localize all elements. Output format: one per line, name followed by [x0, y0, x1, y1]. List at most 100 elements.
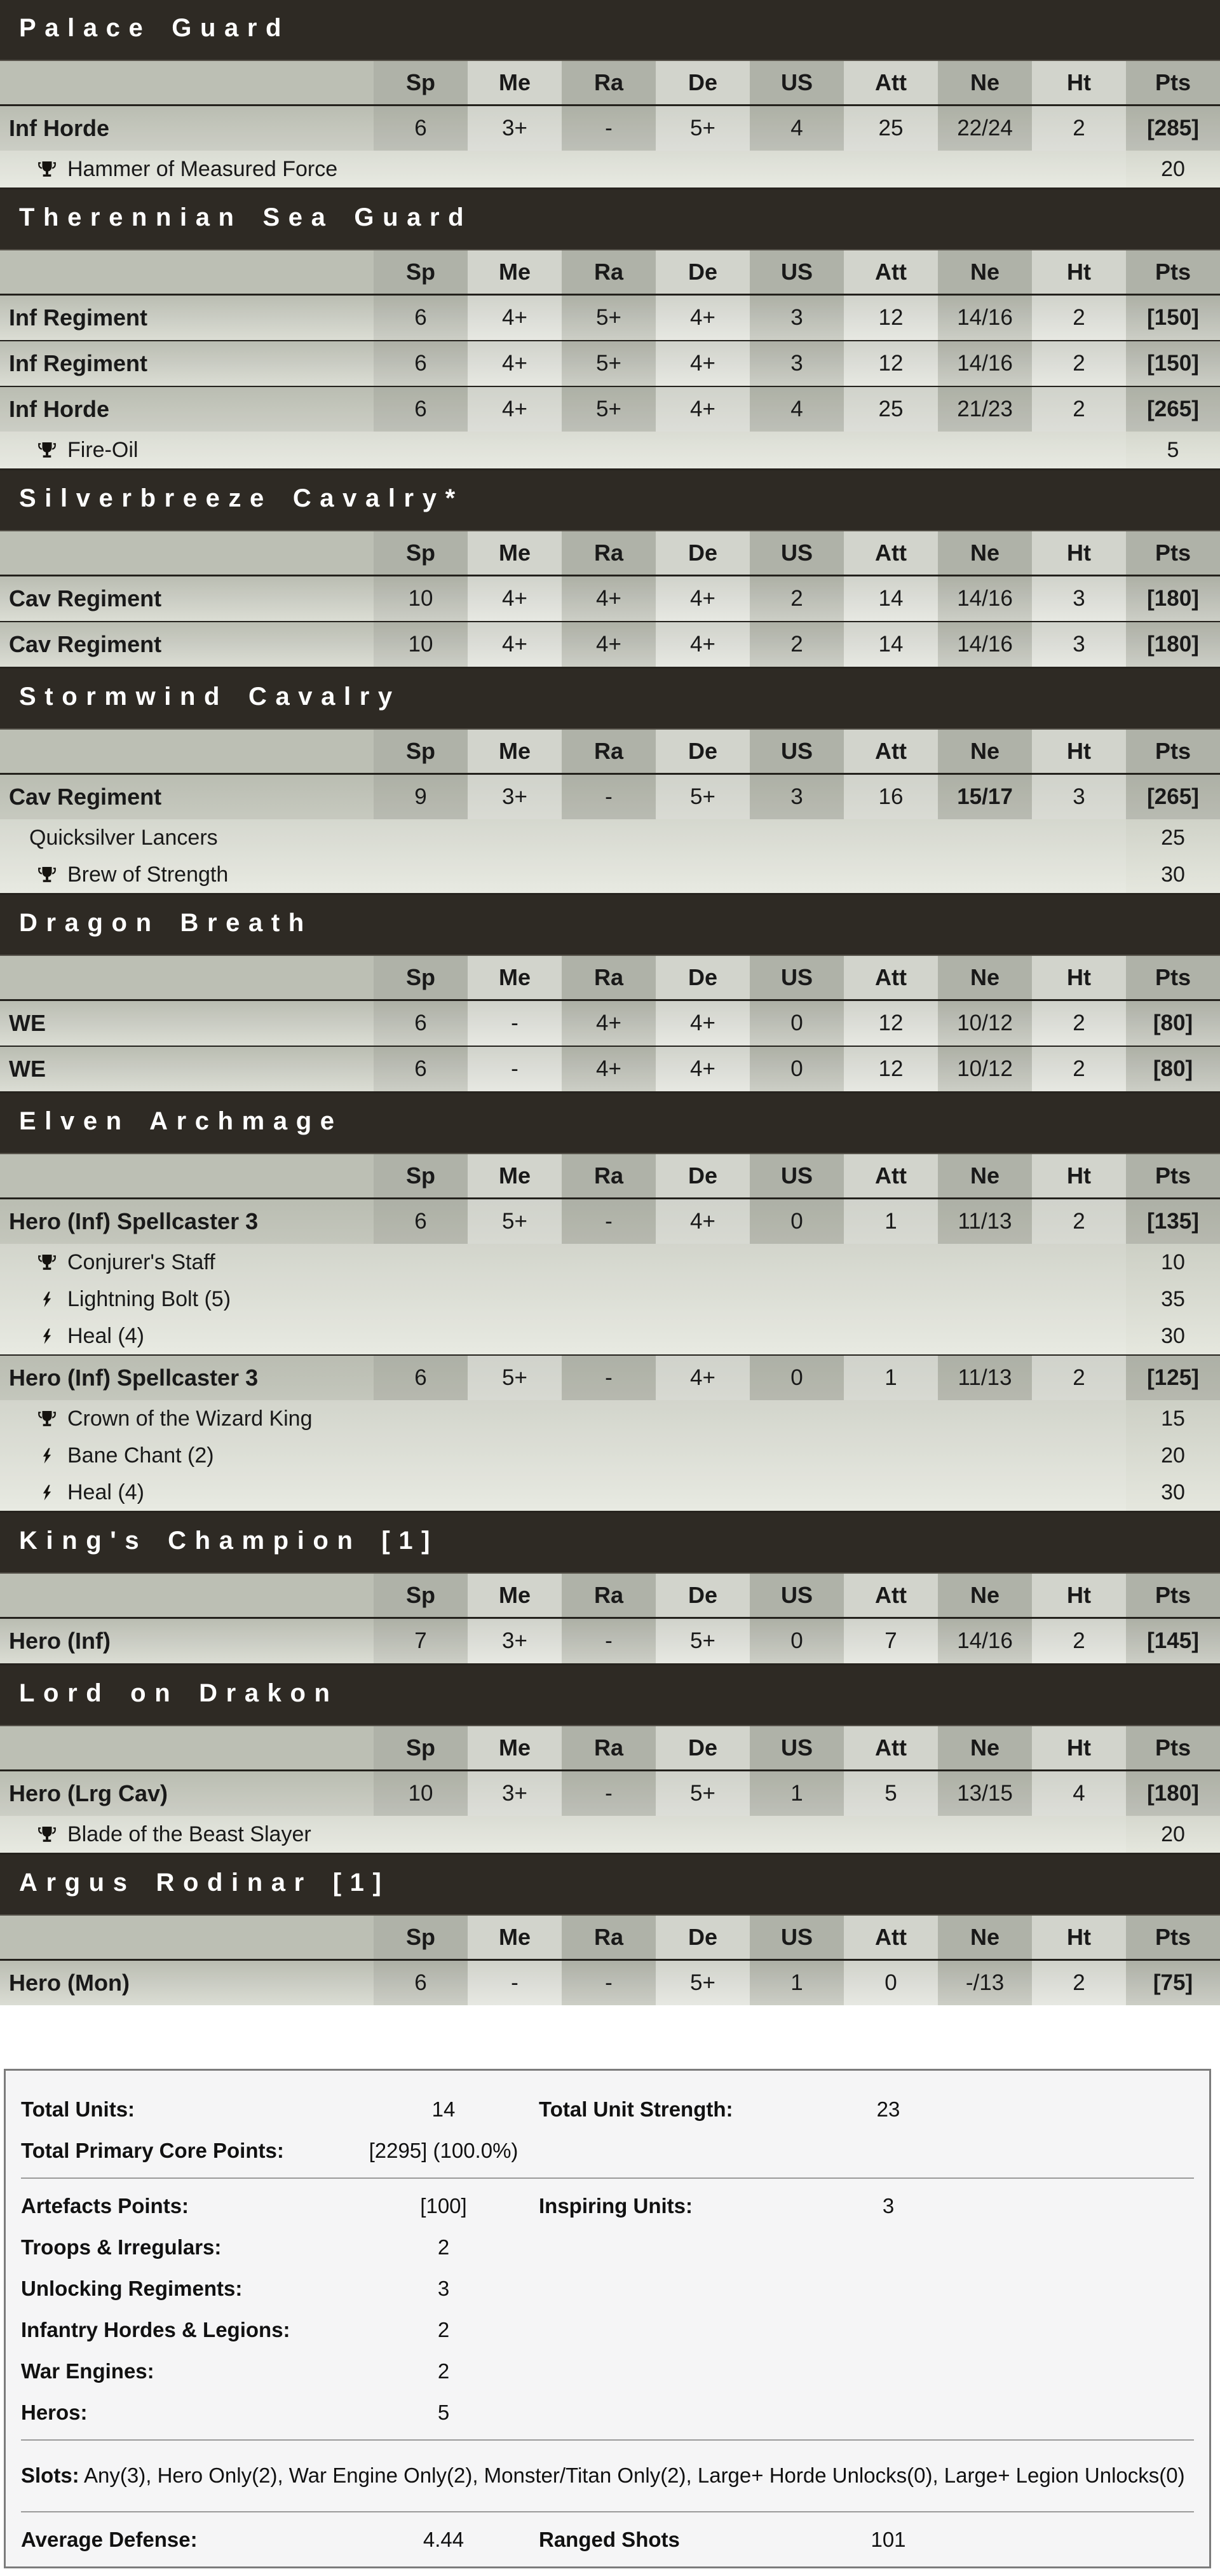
- stat-me: 4+: [468, 576, 562, 621]
- stat-me: 3+: [468, 775, 562, 819]
- column-header-me: Me: [468, 1916, 562, 1959]
- stat-sp: 6: [374, 106, 468, 151]
- unit-block: Inf Horde 6 4+ 5+ 4+ 4 25 21/23 2 [265] Fire-Oil 5: [0, 386, 1220, 468]
- unit-name: Cav Regiment: [9, 631, 162, 657]
- column-header-us: US: [750, 730, 844, 773]
- unit-row: Cav Regiment 10 4+ 4+ 4+ 2 14 14/16 3 [180]: [0, 622, 1220, 667]
- unit-block: Hero (Lrg Cav) 10 3+ -5+ 1 5 13/15 4 [180] Blade …: [0, 1771, 1220, 1853]
- column-header-att: Att: [844, 250, 938, 294]
- unit-block: Cav Regiment 10 4+ 4+ 4+ 2 14 14/16 3 [180]: [0, 621, 1220, 667]
- stat-att: 1: [844, 1356, 938, 1400]
- artefact-row: Hammer of Measured Force 20: [0, 151, 1220, 187]
- column-header-pts: Pts: [1126, 61, 1220, 104]
- unit-name: Cav Regiment: [9, 585, 162, 611]
- stat-header-row: Sp Me Ra De US Att Ne Ht Pts: [0, 956, 1220, 1001]
- unit-name: Cav Regiment: [9, 784, 162, 810]
- unit-name: WE: [9, 1056, 46, 1082]
- summary-row: Total Primary Core Points: [2295] (100.0%…: [21, 2130, 1194, 2171]
- stat-ht: 2: [1032, 387, 1126, 432]
- artefact-row: Brew of Strength 30: [0, 856, 1220, 893]
- summary-row: Heros: 5: [21, 2392, 1194, 2433]
- stat-de: 4+: [656, 622, 750, 667]
- column-header-ne: Ne: [938, 1726, 1032, 1769]
- stat-ra: 5+: [562, 296, 656, 340]
- column-header-me: Me: [468, 250, 562, 294]
- section-title: Silverbreeze Cavalry*: [0, 470, 1220, 531]
- column-header-ht: Ht: [1032, 730, 1126, 773]
- stat-ra: 4+: [562, 622, 656, 667]
- stat-de: 5+: [656, 106, 750, 151]
- upgrade-left: Blade of the Beast Slayer: [0, 1816, 1126, 1853]
- stat-de: 4+: [656, 576, 750, 621]
- column-header-sp: Sp: [374, 61, 468, 104]
- stat-att: 12: [844, 296, 938, 340]
- stat-sp: 6: [374, 1356, 468, 1400]
- stat-ne: 13/15: [938, 1771, 1032, 1816]
- column-header-ne: Ne: [938, 956, 1032, 999]
- unit-row: Cav Regiment 10 4+ 4+ 4+ 2 14 14/16 3 [180]: [0, 576, 1220, 621]
- stat-att: 5: [844, 1771, 938, 1816]
- stat-header-spacer: [0, 730, 374, 773]
- unit-name: Hero (Mon): [9, 1970, 130, 1996]
- stat-header-row: Sp Me Ra De US Att Ne Ht Pts: [0, 1154, 1220, 1199]
- artefact-row: Blade of the Beast Slayer 20: [0, 1816, 1220, 1853]
- section-title: Stormwind Cavalry: [0, 669, 1220, 730]
- stat-us: 0: [750, 1356, 844, 1400]
- column-header-pts: Pts: [1126, 956, 1220, 999]
- unit-name: Hero (Inf): [9, 1628, 111, 1654]
- stat-us: 2: [750, 576, 844, 621]
- stat-ra: 4+: [562, 1047, 656, 1091]
- upgrade-left: Quicksilver Lancers: [0, 819, 1126, 856]
- column-header-pts: Pts: [1126, 1726, 1220, 1769]
- spell-row: Heal (4) 30: [0, 1318, 1220, 1354]
- lightning-bolt-icon: [37, 1291, 57, 1308]
- column-header-pts: Pts: [1126, 1916, 1220, 1959]
- stat-de: 4+: [656, 296, 750, 340]
- stat-pts: [80]: [1126, 1001, 1220, 1046]
- unit-row: Inf Regiment 6 4+ 5+ 4+ 3 12 14/16 2 [150]: [0, 296, 1220, 340]
- stat-us: 0: [750, 1047, 844, 1091]
- column-header-ht: Ht: [1032, 956, 1126, 999]
- stat-pts: [150]: [1126, 296, 1220, 340]
- stat-me: 5+: [468, 1356, 562, 1400]
- unit-row: Inf Horde 6 4+ 5+ 4+ 4 25 21/23 2 [265]: [0, 387, 1220, 432]
- unit-block: Inf Horde 6 3+ -5+ 4 25 22/24 2 [285] Hammer of M…: [0, 106, 1220, 187]
- stat-header-spacer: [0, 1916, 374, 1959]
- column-header-att: Att: [844, 1574, 938, 1617]
- summary-label: Artefacts Points:: [21, 2193, 189, 2218]
- unit-row: Hero (Mon) 6- -5+ 1 0 -/13 2 [75]: [0, 1961, 1220, 2005]
- column-header-me: Me: [468, 1574, 562, 1617]
- stat-ht: 3: [1032, 576, 1126, 621]
- stat-me: -: [468, 1047, 562, 1091]
- stat-de: 4+: [656, 1047, 750, 1091]
- stat-ra: -: [562, 775, 656, 819]
- stat-ne: 15/17: [938, 775, 1032, 819]
- summary-label-2: Ranged Shots: [539, 2527, 680, 2551]
- stat-sp: 6: [374, 1199, 468, 1244]
- stat-att: 12: [844, 1047, 938, 1091]
- stat-sp: 10: [374, 622, 468, 667]
- stat-att: 14: [844, 576, 938, 621]
- column-header-us: US: [750, 1154, 844, 1197]
- unit-name: Hero (Inf) Spellcaster 3: [9, 1208, 259, 1234]
- column-header-att: Att: [844, 1154, 938, 1197]
- unit-row: WE 6-4+ 4+ 0 12 10/12 2 [80]: [0, 1047, 1220, 1091]
- column-header-att: Att: [844, 531, 938, 575]
- column-header-de: De: [656, 1154, 750, 1197]
- summary-row: Troops & Irregulars: 2: [21, 2226, 1194, 2268]
- summary-value: 3: [437, 2276, 450, 2300]
- stat-ra: -: [562, 1199, 656, 1244]
- upgrade-row: Quicksilver Lancers 25: [0, 819, 1220, 856]
- upgrade-points: 30: [1161, 1323, 1185, 1348]
- stat-me: 4+: [468, 341, 562, 386]
- column-header-ht: Ht: [1032, 1574, 1126, 1617]
- stat-header-row: Sp Me Ra De US Att Ne Ht Pts: [0, 1574, 1220, 1619]
- unit-name: WE: [9, 1010, 46, 1036]
- trophy-icon: [37, 1825, 57, 1844]
- summary-row: Artefacts Points: [100] Inspiring Units: 3: [21, 2185, 1194, 2226]
- stat-ht: 3: [1032, 775, 1126, 819]
- stat-ht: 2: [1032, 341, 1126, 386]
- column-header-me: Me: [468, 531, 562, 575]
- column-header-ra: Ra: [562, 730, 656, 773]
